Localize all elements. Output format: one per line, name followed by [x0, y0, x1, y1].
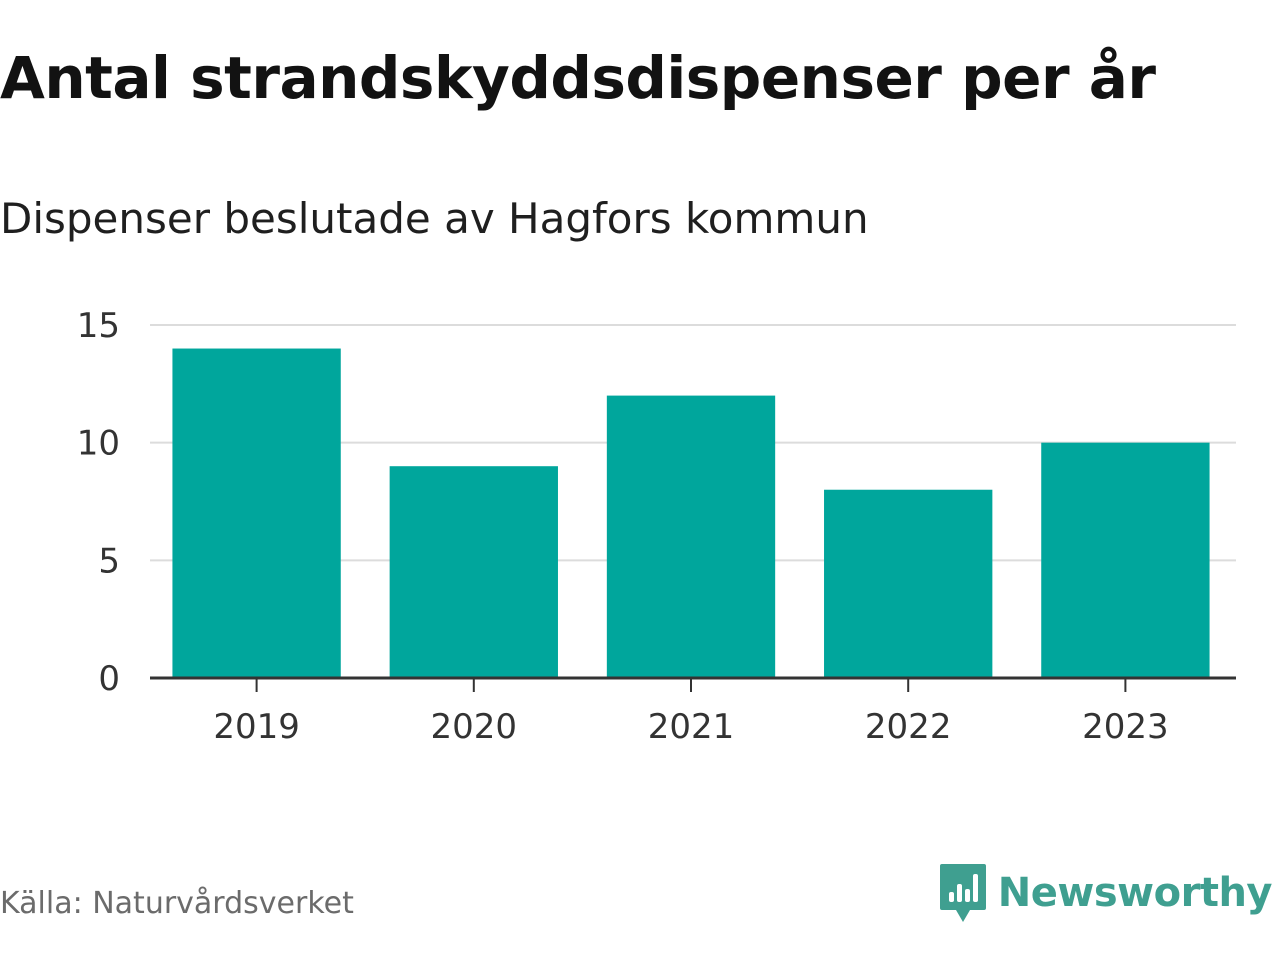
logo-bar-4	[972, 874, 978, 902]
bar-2021	[606, 395, 776, 678]
logo-bar-3	[964, 889, 970, 902]
brand-logo: Newsworthy	[938, 862, 1273, 924]
bars	[172, 348, 1210, 678]
y-tick-label: 0	[98, 659, 120, 699]
logo-bar-2	[956, 884, 962, 902]
y-tick-label: 10	[77, 424, 120, 464]
x-tick-label: 2021	[648, 707, 735, 747]
chat-bubble-bar-chart-icon	[939, 864, 986, 922]
bar-chart: 0 5 10 15 2019 2020 2021 2022 2023	[77, 306, 1236, 747]
brand-name: Newsworthy	[997, 870, 1273, 916]
chart-title: Antal strandskyddsdispenser per år	[0, 44, 1156, 112]
logo-bubble	[939, 864, 986, 922]
y-tick-label: 5	[98, 541, 120, 581]
bar-2022	[824, 489, 993, 678]
x-tick-label: 2019	[213, 707, 300, 747]
axes	[150, 676, 1236, 692]
x-tick-label: 2022	[865, 707, 952, 747]
bar-2019	[172, 348, 341, 678]
bar-2023	[1041, 442, 1210, 678]
bar-2020	[389, 466, 558, 678]
source-note: Källa: Naturvårdsverket	[0, 886, 354, 921]
x-tick-label: 2020	[431, 707, 518, 747]
x-tick-label: 2023	[1082, 707, 1169, 747]
chart-subtitle: Dispenser beslutade av Hagfors kommun	[0, 194, 869, 243]
tick-labels: 0 5 10 15 2019 2020 2021 2022 2023	[77, 306, 1169, 747]
y-tick-label: 15	[77, 306, 120, 346]
logo-bar-1	[948, 892, 954, 902]
